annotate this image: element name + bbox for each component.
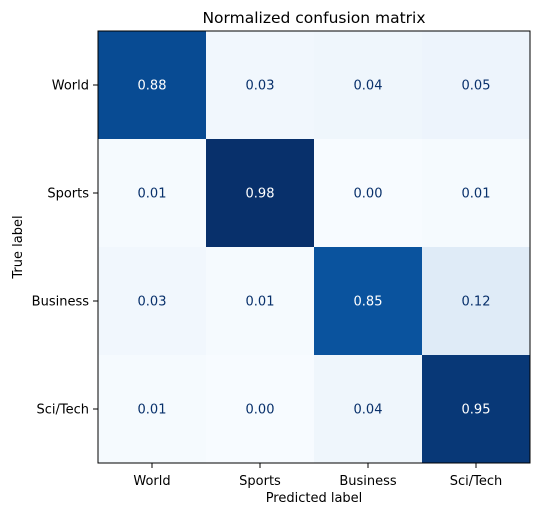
y-tick-label: Sports [47, 187, 89, 202]
cell-value-label: 0.03 [138, 295, 167, 310]
cell-value-label: 0.00 [246, 403, 275, 418]
x-axis-title: Predicted label [266, 491, 363, 506]
cell-value-label: 0.00 [354, 187, 383, 202]
y-tick-label: Business [32, 295, 90, 310]
cell-value-label: 0.01 [246, 295, 275, 310]
heatmap-cell [98, 247, 207, 356]
heatmap-cell [314, 31, 423, 140]
x-tick-label: World [133, 474, 170, 489]
x-tick-label: Business [339, 474, 397, 489]
heatmap-cells [98, 31, 531, 464]
y-axis: World Sports Business Sci/Tech [32, 79, 98, 418]
cell-value-label: 0.05 [462, 79, 491, 94]
cell-value-label: 0.04 [354, 79, 383, 94]
heatmap-cell [206, 247, 315, 356]
heatmap-cell [98, 31, 207, 140]
cell-value-label: 0.98 [246, 187, 275, 202]
heatmap-cell [206, 139, 315, 248]
x-tick-label: Sports [239, 474, 281, 489]
heatmap-cell-labels: 0.88 0.03 0.04 0.05 0.01 0.98 0.00 0.01 0.03 0.01… [138, 79, 491, 418]
heatmap-cell [206, 355, 315, 464]
x-tick-label: Sci/Tech [450, 474, 503, 489]
y-tick-label: World [52, 79, 89, 94]
chart-title: Normalized confusion matrix [202, 9, 425, 27]
cell-value-label: 0.95 [462, 403, 491, 418]
heatmap-cell [422, 247, 531, 356]
heatmap-cell [422, 355, 531, 464]
heatmap-cell [98, 139, 207, 248]
cell-value-label: 0.01 [462, 187, 491, 202]
cell-value-label: 0.01 [138, 403, 167, 418]
cell-value-label: 0.03 [246, 79, 275, 94]
cell-value-label: 0.12 [462, 295, 491, 310]
y-axis-title: True label [11, 215, 26, 279]
cell-value-label: 0.88 [138, 79, 167, 94]
heatmap-cell [314, 355, 423, 464]
y-tick-label: Sci/Tech [36, 403, 89, 418]
plot-frame [97, 30, 531, 464]
heatmap-cell [206, 31, 315, 140]
heatmap-cell [314, 139, 423, 248]
heatmap-cell [314, 247, 423, 356]
cell-value-label: 0.85 [354, 295, 383, 310]
heatmap-cell [422, 31, 531, 140]
heatmap-cell [98, 355, 207, 464]
cell-value-label: 0.04 [354, 403, 383, 418]
x-axis: World Sports Business Sci/Tech [133, 463, 502, 489]
cell-value-label: 0.01 [138, 187, 167, 202]
heatmap-cell [422, 139, 531, 248]
